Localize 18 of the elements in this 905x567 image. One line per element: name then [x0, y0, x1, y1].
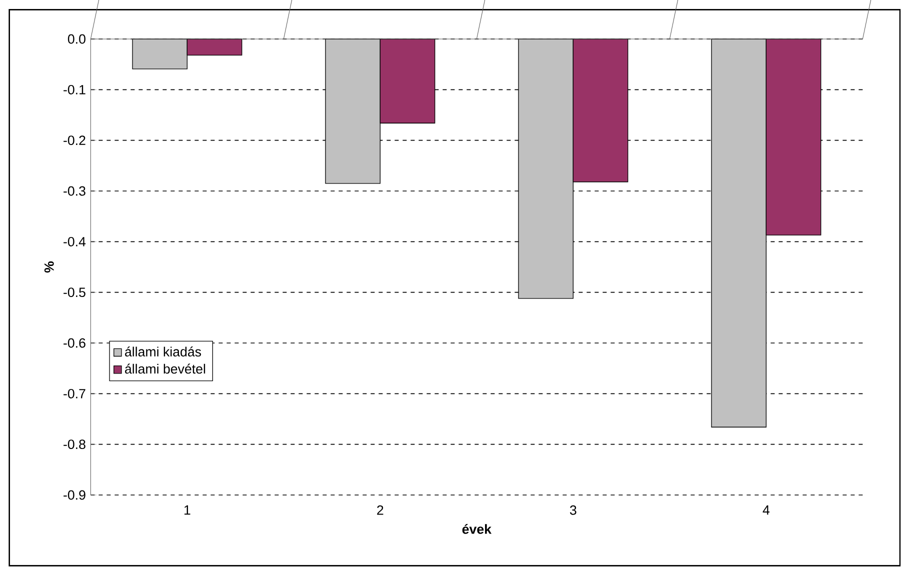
- y-tick-label: -0.5: [64, 288, 86, 298]
- y-tick-label: -0.3: [64, 186, 86, 196]
- y-tick-label: -0.7: [64, 388, 86, 398]
- y-tick-label: -0.2: [64, 136, 86, 146]
- y-tick-label: -0.6: [64, 338, 86, 348]
- y-tick-label: -0.9: [64, 490, 86, 500]
- y-tick-label: 0.0: [68, 34, 86, 44]
- x-tick-label: 3: [570, 505, 576, 515]
- x-tick-label: 4: [762, 505, 770, 515]
- legend-label: állami kiadás: [125, 346, 202, 356]
- y-tick-label: -0.8: [64, 440, 86, 450]
- legend-label: állami bevétel: [125, 364, 206, 374]
- y-axis-title: %: [44, 261, 54, 273]
- y-tick-label: -0.1: [64, 84, 86, 94]
- x-tick-label: 1: [184, 505, 190, 515]
- x-axis-title: évek: [462, 524, 492, 534]
- y-tick-label: -0.4: [64, 236, 86, 246]
- x-tick-label: 2: [377, 505, 384, 515]
